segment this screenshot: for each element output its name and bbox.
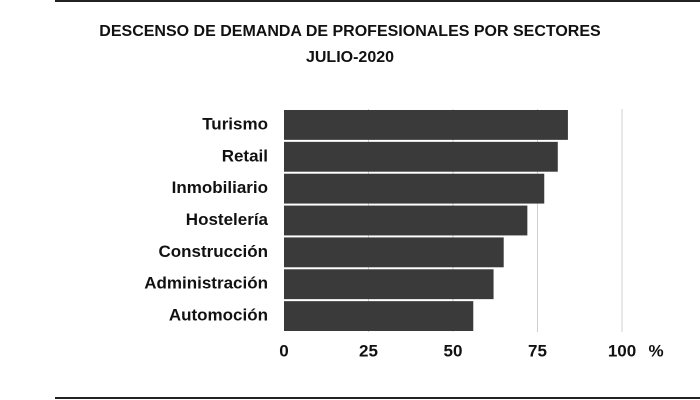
x-tick-label: 100 [608, 341, 636, 360]
bar [284, 141, 558, 172]
bar [284, 110, 568, 140]
chart-title: DESCENSO DE DEMANDA DE PROFESIONALES POR… [99, 23, 601, 40]
x-tick-label: 75 [528, 341, 547, 360]
y-tick-label: Retail [222, 146, 268, 165]
y-tick-label: Hostelería [186, 210, 269, 229]
y-tick-label: Turismo [202, 114, 268, 133]
bar [284, 301, 474, 331]
y-tick-label: Administración [144, 274, 268, 293]
bar [284, 173, 545, 204]
y-tick-label: Inmobiliario [172, 178, 268, 197]
bar [284, 269, 494, 300]
x-tick-label: 50 [444, 341, 463, 360]
chart-subtitle: JULIO-2020 [306, 49, 394, 66]
y-tick-label: Automoción [169, 306, 268, 325]
bar [284, 237, 504, 268]
x-axis-label: % [648, 341, 663, 360]
bar [284, 205, 528, 236]
x-tick-label: 0 [279, 341, 288, 360]
x-tick-label: 25 [359, 341, 378, 360]
y-tick-label: Construcción [158, 242, 268, 261]
